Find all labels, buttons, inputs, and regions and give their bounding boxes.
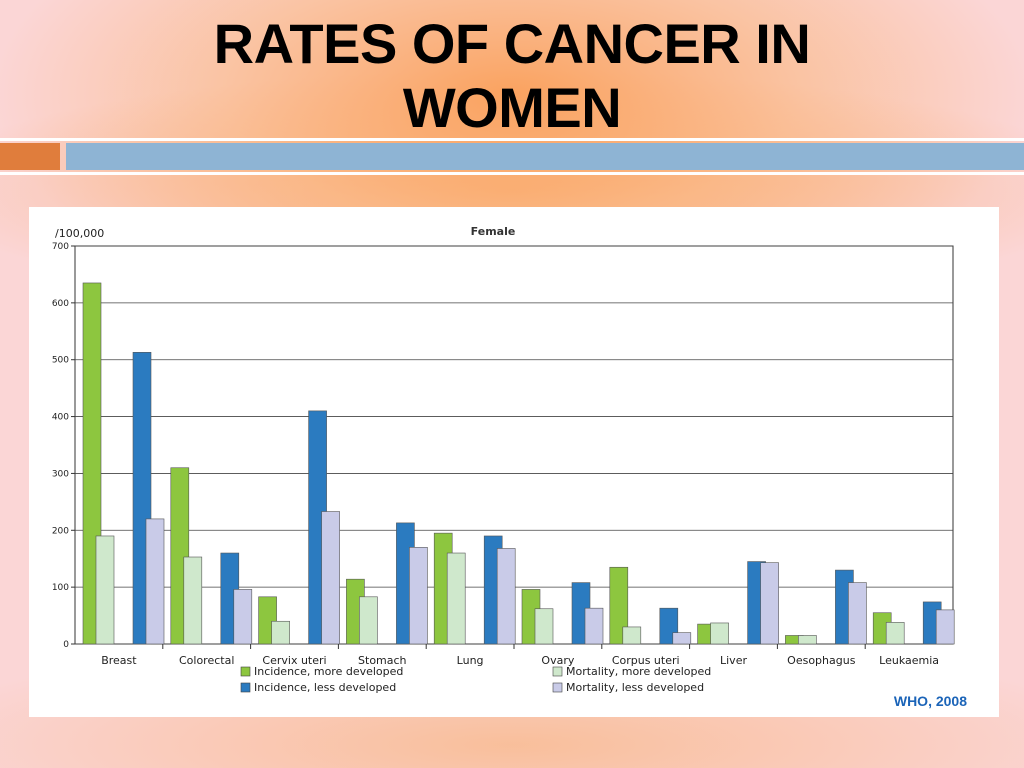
legend-label: Incidence, less developed <box>254 681 396 694</box>
accent-bar-orange <box>0 143 60 170</box>
bar-2 <box>446 552 466 645</box>
bar-4 <box>760 562 779 645</box>
bar-2 <box>183 556 203 645</box>
y-tick-label: 300 <box>52 469 69 479</box>
bar-1 <box>609 566 629 645</box>
bar-2 <box>622 626 642 645</box>
x-tick-label: Ovary <box>541 654 574 667</box>
bar-4 <box>409 547 428 645</box>
bar-4 <box>496 548 516 645</box>
legend-label: Mortality, less developed <box>566 681 704 694</box>
bar-2 <box>271 620 290 645</box>
legend-swatch <box>552 666 563 677</box>
bar-2 <box>359 596 378 645</box>
divider-line <box>0 138 1024 141</box>
x-tick-label: Stomach <box>358 654 407 667</box>
legend-label: Mortality, more developed <box>566 665 711 678</box>
legend-swatch <box>552 682 563 693</box>
divider-line <box>0 172 1024 175</box>
y-tick-label: 400 <box>52 413 69 423</box>
legend-label: Incidence, more developed <box>254 665 403 678</box>
source-citation: WHO, 2008 <box>893 693 967 709</box>
chart-title: Female <box>471 225 516 238</box>
bar-4 <box>233 589 253 645</box>
slide-title-line-1: RATES OF CANCER IN <box>213 12 811 75</box>
x-tick-label: Leukaemia <box>879 654 939 667</box>
bar-chart: 0 100 200 300 400 500 600 700 Female/100,000 Brea… <box>52 225 955 694</box>
x-tick-label: Oesophagus <box>787 654 856 667</box>
x-tick-label: Cervix uteri <box>262 654 326 667</box>
legend-swatch <box>240 682 251 693</box>
accent-bar-blue <box>66 143 1024 170</box>
bar-4 <box>935 609 955 645</box>
bar-2 <box>95 535 115 645</box>
bar-2 <box>710 622 729 645</box>
x-tick-label: Colorectal <box>179 654 234 667</box>
bar-2 <box>534 608 554 645</box>
bar-2 <box>885 622 905 645</box>
bar-4 <box>848 582 867 645</box>
bar-4 <box>672 632 692 645</box>
y-axis-label: /100,000 <box>55 227 104 240</box>
y-tick-label: 500 <box>52 356 69 366</box>
x-tick-label: Liver <box>720 654 747 667</box>
slide-title: RATES OF CANCER IN WOMEN <box>0 12 1024 140</box>
bar-4 <box>321 511 340 645</box>
bar-4 <box>145 518 165 645</box>
bar-4 <box>584 607 604 645</box>
chart-panel: 0 100 200 300 400 500 600 700 Female/100,000 Brea… <box>29 207 999 717</box>
legend-swatch <box>240 666 251 677</box>
y-tick-label: 600 <box>52 299 69 309</box>
y-tick-label: 100 <box>52 583 69 593</box>
y-tick-label: 200 <box>52 526 69 536</box>
x-tick-label: Breast <box>101 654 137 667</box>
bar-2 <box>798 635 817 645</box>
x-tick-label: Lung <box>457 654 484 667</box>
y-tick-label: 0 <box>63 640 69 650</box>
x-tick-label: Corpus uteri <box>612 654 680 667</box>
y-tick-label: 700 <box>52 242 69 252</box>
slide-title-line-2: WOMEN <box>402 76 622 139</box>
